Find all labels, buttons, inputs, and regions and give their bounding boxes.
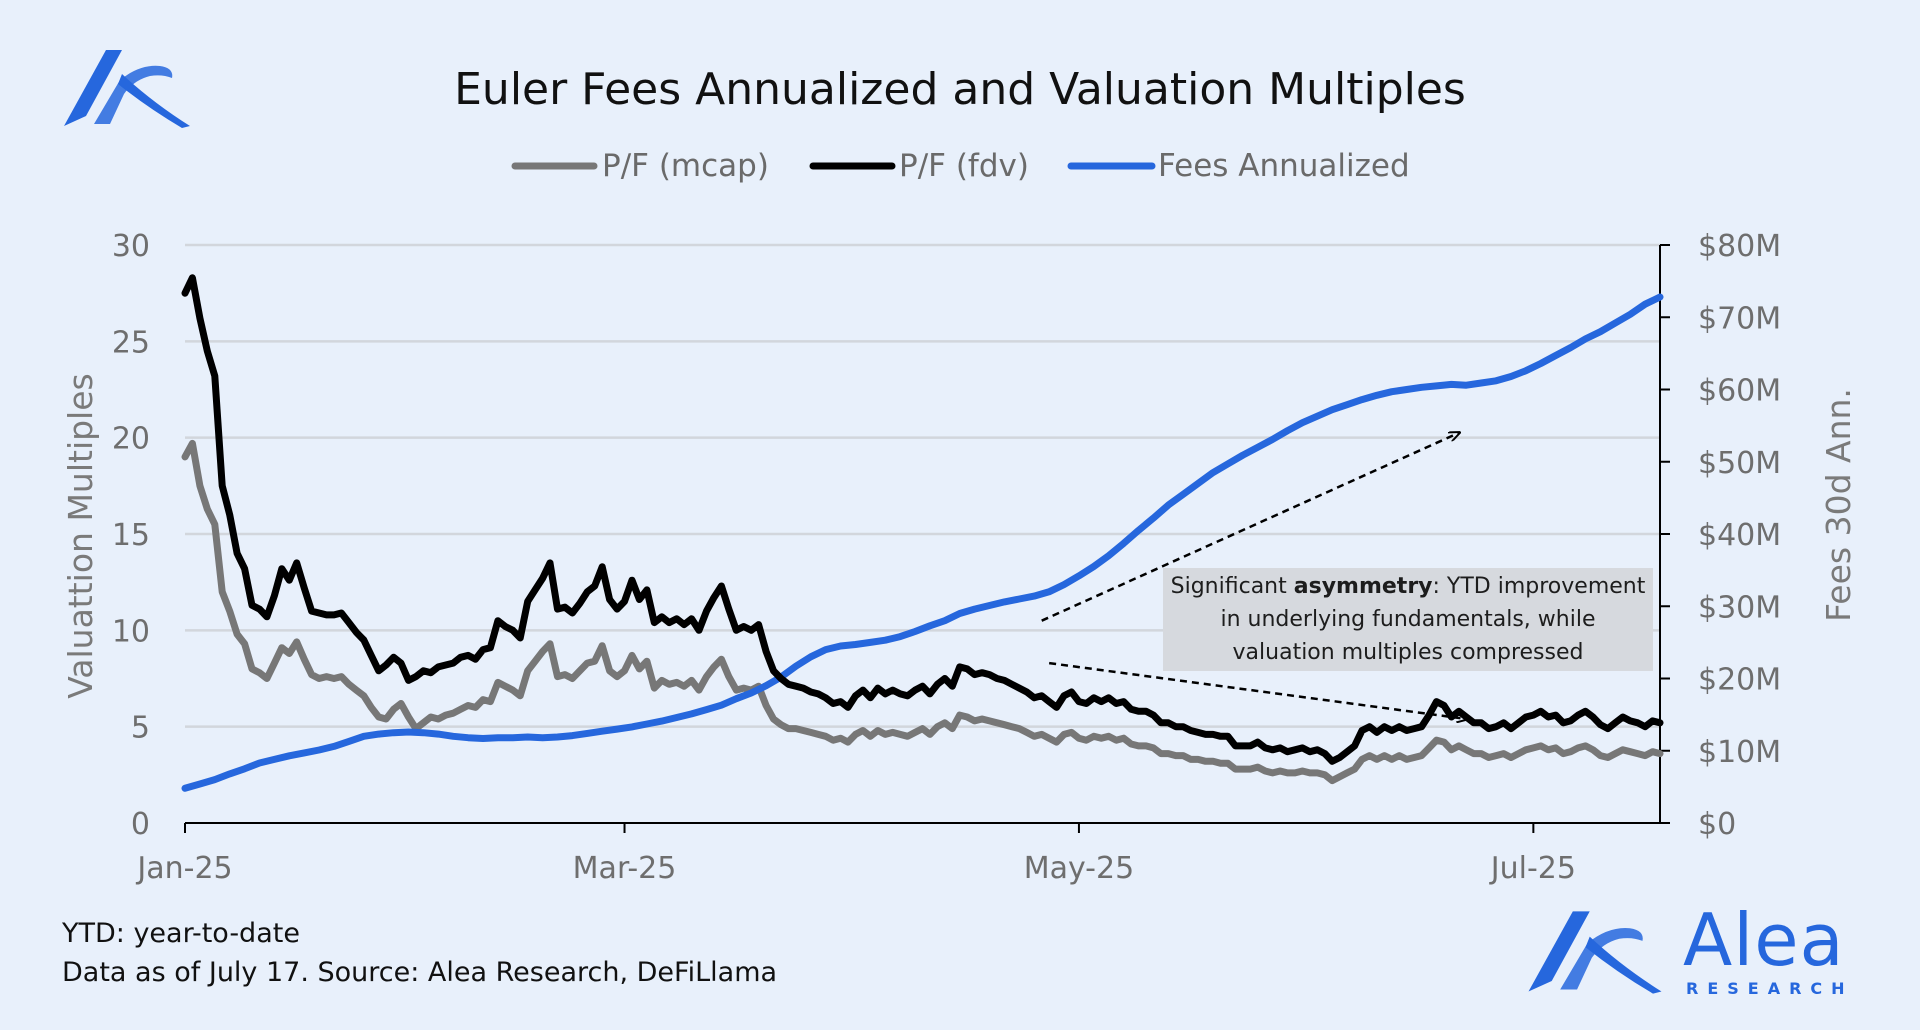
right-axis-ticks: $0 $10M $20M $30M $40M $50M $60M $70M $80M xyxy=(1660,229,1781,842)
legend-label-fees: Fees Annualized xyxy=(1158,148,1410,184)
annotation-line-3: valuation multiples compressed xyxy=(1232,640,1584,665)
x-tick-label: Jan-25 xyxy=(135,851,232,886)
annotation-arrow xyxy=(1041,433,1459,622)
right-tick-label: $0 xyxy=(1698,807,1736,842)
alea-logo-icon xyxy=(64,50,190,128)
left-tick-label: 25 xyxy=(112,325,150,360)
annotation-line-1: Significant asymmetry: YTD improvement xyxy=(1169,570,1647,603)
left-tick-label: 0 xyxy=(131,807,150,842)
footer-note-source: Data as of July 17. Source: Alea Researc… xyxy=(62,957,778,988)
brand-name: Alea xyxy=(1683,898,1845,982)
annotation-prefix: Significant xyxy=(1170,574,1294,599)
brand-subtitle: RESEARCH xyxy=(1686,979,1854,998)
chart-title: Euler Fees Annualized and Valuation Mult… xyxy=(454,64,1466,115)
left-tick-label: 20 xyxy=(112,422,150,457)
legend: P/F (mcap) P/F (fdv) Fees Annualized xyxy=(511,148,1410,184)
legend-label-fdv: P/F (fdv) xyxy=(899,148,1029,184)
legend-label-mcap: P/F (mcap) xyxy=(602,148,769,184)
left-tick-label: 30 xyxy=(112,229,150,264)
alea-brand-icon xyxy=(1528,911,1662,994)
left-axis-ticks: 0 5 10 15 20 25 30 xyxy=(112,229,150,842)
x-tick-label: May-25 xyxy=(1024,851,1135,886)
arrow-layer xyxy=(1041,433,1467,719)
annotation-line-2: in underlying fundamentals, while xyxy=(1220,607,1596,632)
x-tick-label: Mar-25 xyxy=(573,851,677,886)
annotation-line-1-rest: : YTD improvement xyxy=(1432,574,1646,599)
right-tick-label: $50M xyxy=(1698,446,1781,481)
right-tick-label: $30M xyxy=(1698,590,1781,625)
right-tick-label: $80M xyxy=(1698,229,1781,264)
right-tick-label: $60M xyxy=(1698,374,1781,409)
x-tick-label: Jul-25 xyxy=(1489,851,1576,886)
right-tick-label: $40M xyxy=(1698,518,1781,553)
footer-note-ytd: YTD: year-to-date xyxy=(62,918,300,949)
annotation-bold-word: asymmetry xyxy=(1293,574,1433,599)
left-axis-label: Valuattion Multiples xyxy=(61,373,100,698)
series-layer xyxy=(181,274,1664,792)
right-tick-label: $10M xyxy=(1698,735,1781,770)
series-line-fees-annualized xyxy=(181,293,1664,792)
left-tick-label: 5 xyxy=(131,711,150,746)
x-axis-ticks: Jan-25 Mar-25 May-25 Jul-25 xyxy=(135,823,1576,886)
series-line-p-f-fdv xyxy=(181,274,1664,765)
series-line-p-f-mcap xyxy=(181,439,1664,785)
right-axis-label: Fees 30d Ann. xyxy=(1819,388,1858,622)
annotation-arrow xyxy=(1048,661,1466,719)
left-tick-label: 10 xyxy=(112,614,150,649)
annotation-box: Significant asymmetry: YTD improvement i… xyxy=(1163,568,1653,671)
right-tick-label: $70M xyxy=(1698,301,1781,336)
left-tick-label: 15 xyxy=(112,518,150,553)
right-tick-label: $20M xyxy=(1698,663,1781,698)
